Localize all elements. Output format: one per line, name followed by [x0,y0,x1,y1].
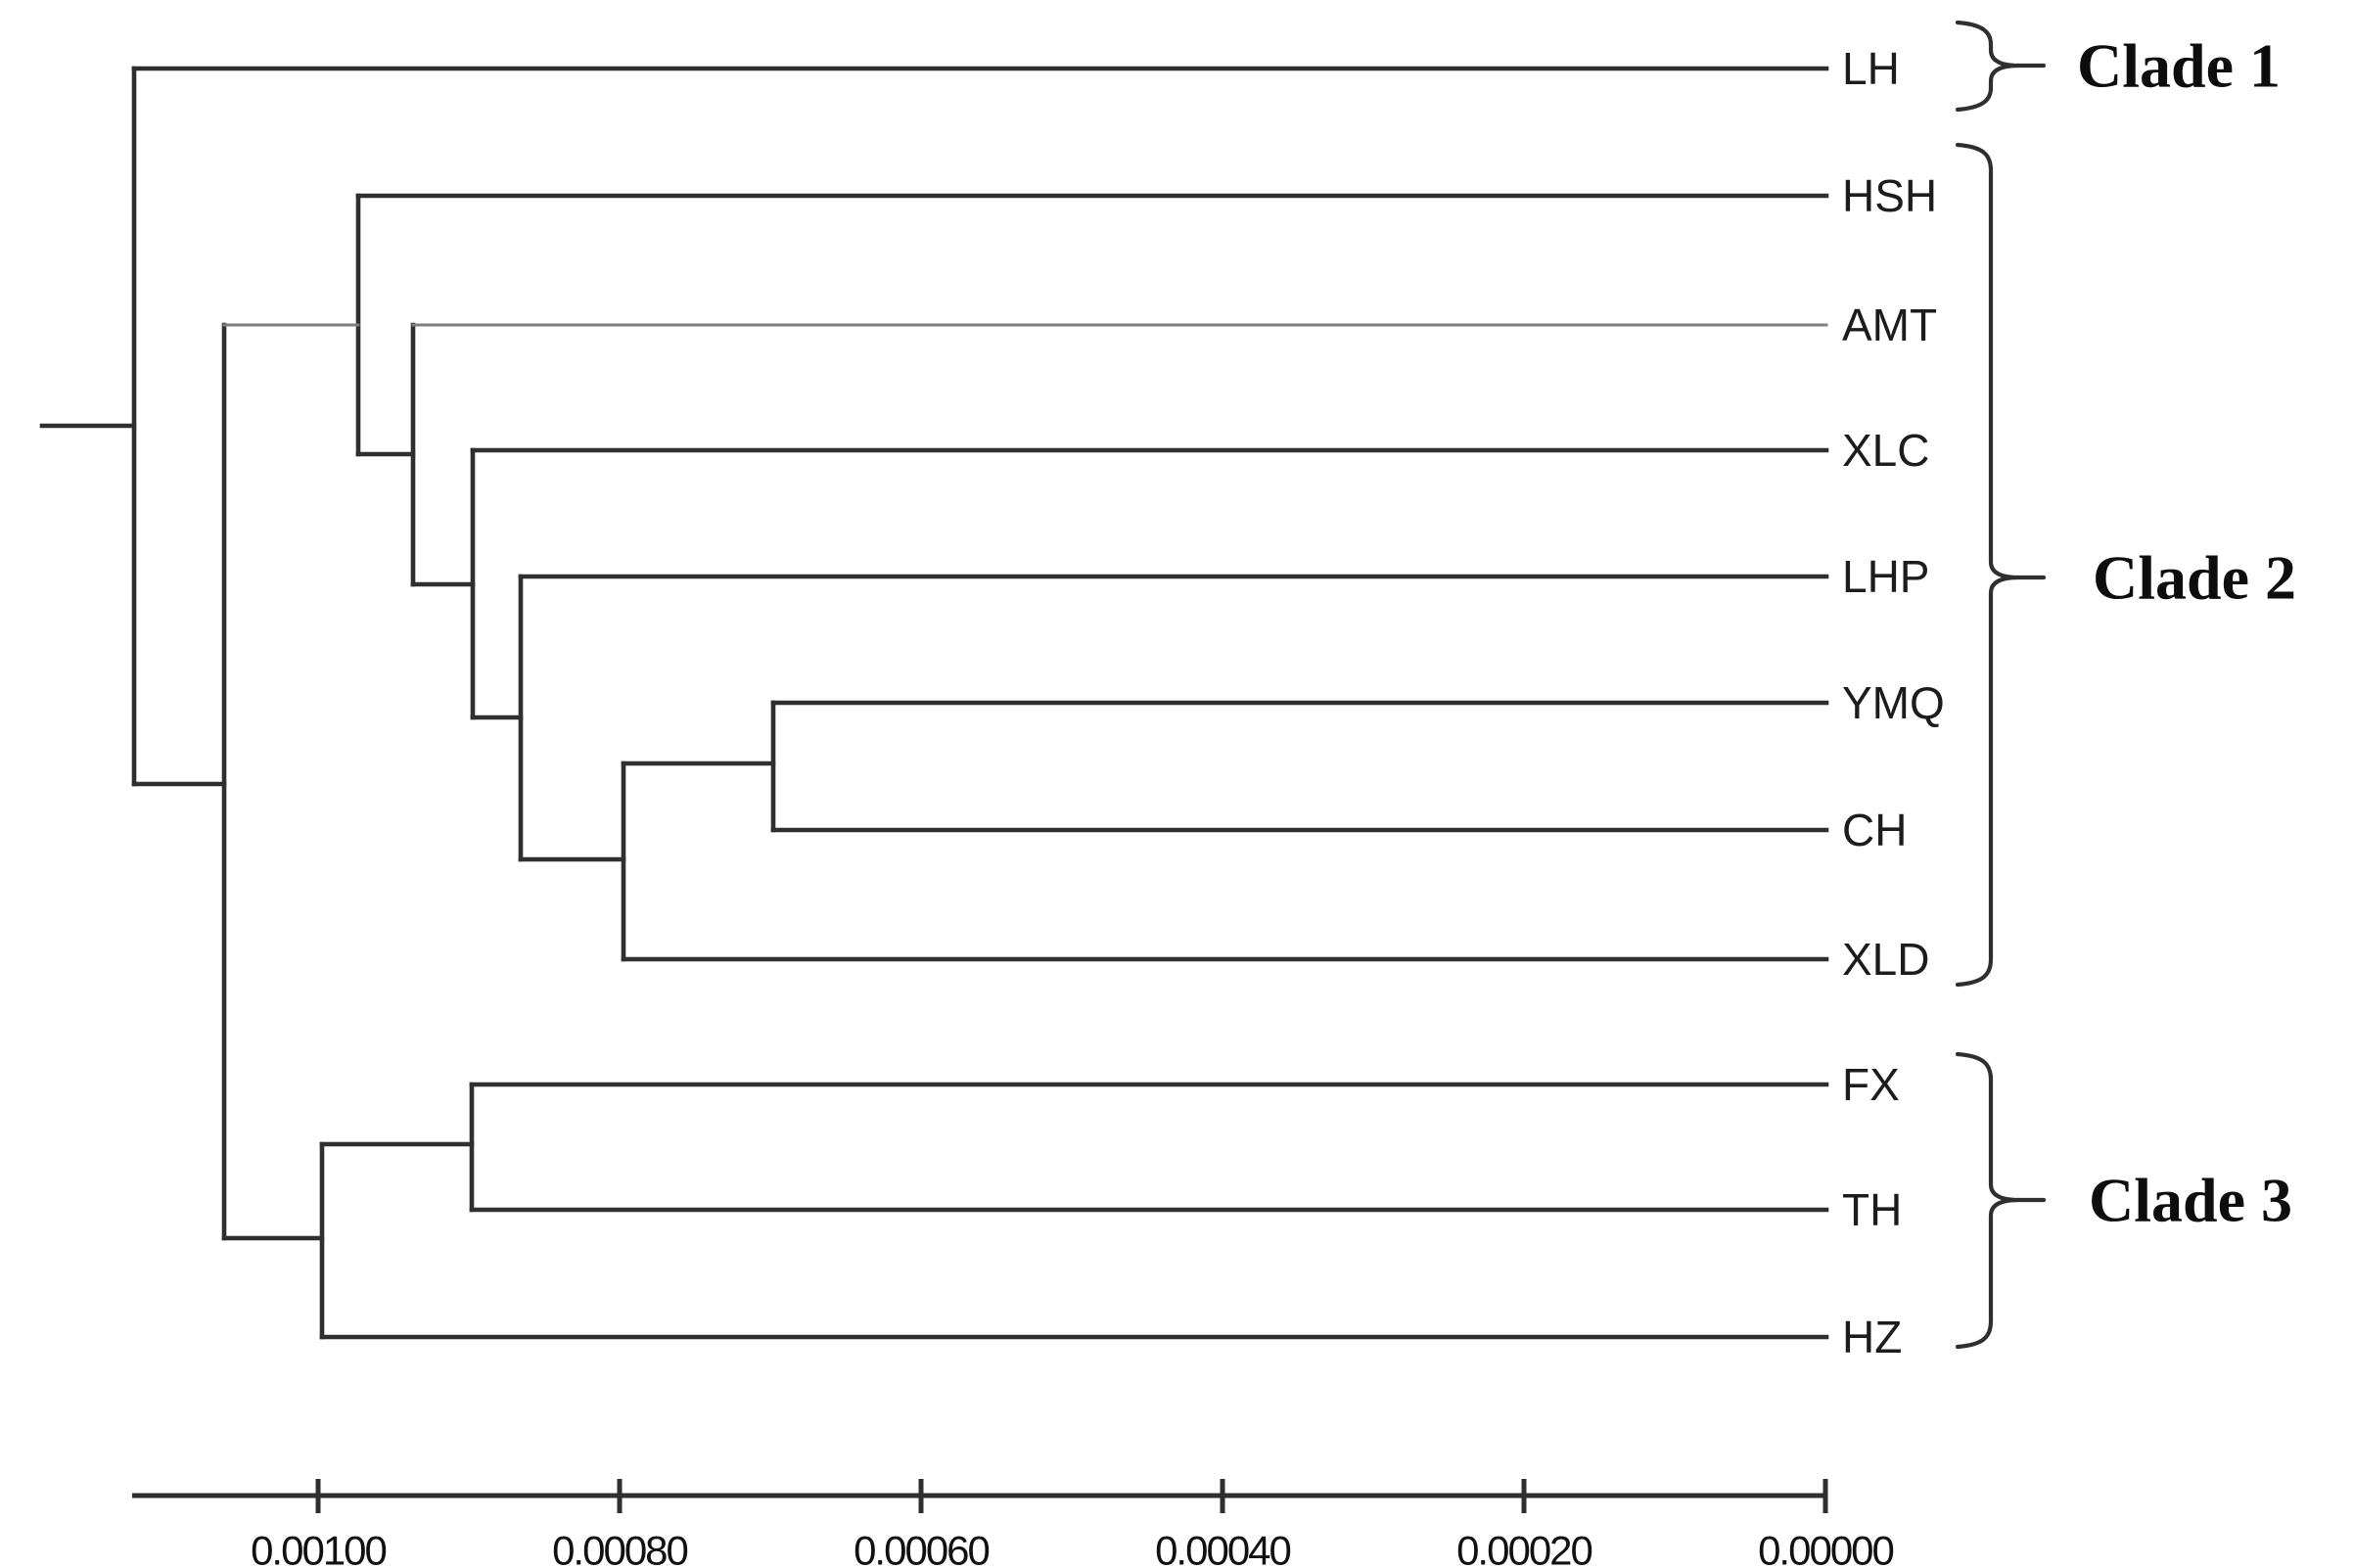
axis-tick-label-0.00060: 0.00060 [854,1527,989,1568]
tree-branches [39,66,1829,1340]
axis-tick-label-0.00020: 0.00020 [1456,1527,1592,1568]
bracket-clade-1 [1955,20,2019,113]
clade-label-1: Clade 1 [2077,31,2281,101]
leaf-labels: LH HSH AMT XLC LHP YMQ CH XLD FX TH HZ [1842,43,1945,1362]
bracket-clade-3 [1955,1051,2019,1350]
leaf-label-HZ: HZ [1842,1312,1902,1362]
scale-axis: 0.00100 0.00080 0.00060 0.00040 0.00020 0.000… [132,1479,1896,1568]
clade-brackets [1955,20,2047,1350]
clade-label-2: Clade 2 [2093,543,2296,613]
clade-labels: Clade 1 Clade 2 Clade 3 [2077,31,2296,1235]
bracket-clade-2 [1955,142,2019,988]
axis-tick-label-0.00000: 0.00000 [1758,1527,1893,1568]
leaf-label-HSH: HSH [1842,170,1937,221]
leaf-label-CH: CH [1842,805,1907,855]
leaf-label-XLC: XLC [1842,425,1929,476]
leaf-label-AMT: AMT [1842,300,1937,350]
leaf-label-YMQ: YMQ [1842,677,1945,728]
axis-tick-label-0.00080: 0.00080 [552,1527,687,1568]
leaf-label-XLD: XLD [1842,934,1929,985]
leaf-label-LHP: LHP [1842,551,1929,602]
leaf-label-TH: TH [1842,1184,1902,1235]
clade-label-3: Clade 3 [2089,1166,2292,1235]
leaf-label-LH: LH [1842,43,1900,94]
axis-tick-label-0.00040: 0.00040 [1155,1527,1290,1568]
axis-tick-label-0.00100: 0.00100 [251,1527,386,1568]
leaf-label-FX: FX [1842,1059,1900,1110]
